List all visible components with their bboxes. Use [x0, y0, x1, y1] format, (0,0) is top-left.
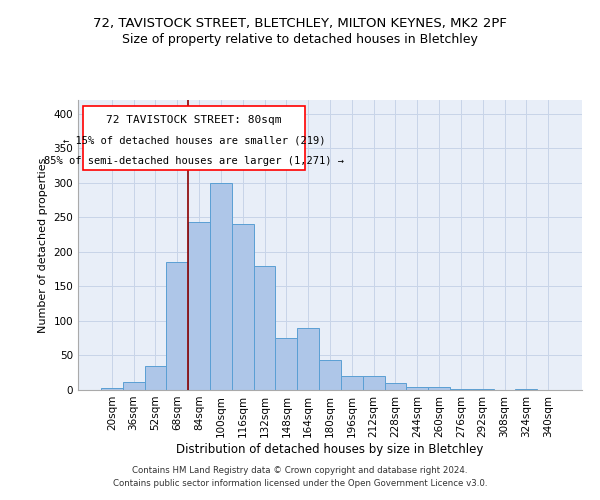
- Bar: [145, 366, 166, 390]
- Text: Size of property relative to detached houses in Bletchley: Size of property relative to detached ho…: [122, 32, 478, 46]
- Bar: [275, 338, 297, 390]
- Text: 72 TAVISTOCK STREET: 80sqm: 72 TAVISTOCK STREET: 80sqm: [106, 115, 281, 125]
- Bar: [297, 328, 319, 390]
- Bar: [254, 266, 275, 390]
- Bar: [101, 388, 123, 390]
- Text: Contains HM Land Registry data © Crown copyright and database right 2024.
Contai: Contains HM Land Registry data © Crown c…: [113, 466, 487, 487]
- X-axis label: Distribution of detached houses by size in Bletchley: Distribution of detached houses by size …: [176, 442, 484, 456]
- Bar: [210, 183, 232, 390]
- Bar: [319, 360, 341, 390]
- Bar: [166, 262, 188, 390]
- Bar: [385, 383, 406, 390]
- Bar: [428, 386, 450, 390]
- Bar: [188, 222, 210, 390]
- Bar: [341, 376, 363, 390]
- Bar: [450, 388, 472, 390]
- Text: 72, TAVISTOCK STREET, BLETCHLEY, MILTON KEYNES, MK2 2PF: 72, TAVISTOCK STREET, BLETCHLEY, MILTON …: [93, 18, 507, 30]
- Bar: [406, 386, 428, 390]
- Bar: [363, 376, 385, 390]
- Bar: [123, 382, 145, 390]
- Text: ← 15% of detached houses are smaller (219): ← 15% of detached houses are smaller (21…: [62, 136, 325, 146]
- Text: 85% of semi-detached houses are larger (1,271) →: 85% of semi-detached houses are larger (…: [44, 156, 344, 166]
- FancyBboxPatch shape: [83, 106, 305, 170]
- Bar: [232, 224, 254, 390]
- Y-axis label: Number of detached properties: Number of detached properties: [38, 158, 48, 332]
